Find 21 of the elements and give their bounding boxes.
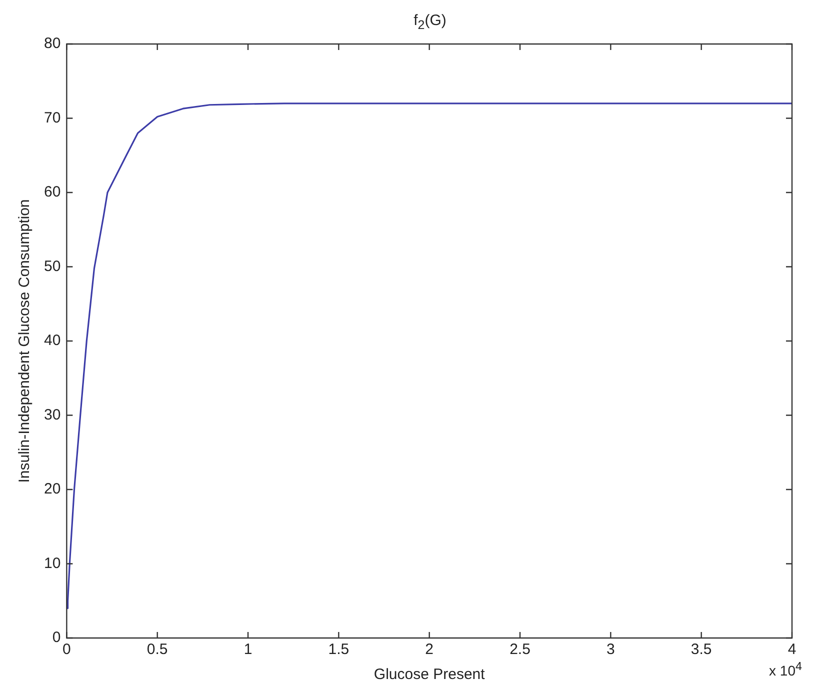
x-tick-label: 3 (606, 641, 615, 658)
y-tick-label: 70 (44, 109, 61, 126)
y-tick-label: 20 (44, 480, 61, 498)
x-tick-label: 1.5 (328, 641, 350, 658)
x-axis-title: Glucose Present (374, 666, 486, 684)
x-tick-label: 1 (244, 641, 252, 658)
y-axis-title: Insulin-Independent Glucose Consumption (16, 199, 34, 483)
x-tick-label: 4 (788, 641, 796, 658)
y-tick-label: 30 (44, 406, 61, 424)
x-tick-label: 2 (425, 641, 434, 658)
x-tick-label: 3.5 (690, 641, 712, 658)
text: x 10$^{4}$ (769, 660, 802, 679)
y-tick-label: 60 (44, 184, 61, 201)
y-tick-label: 10 (44, 554, 61, 572)
x-tick-label: 2.5 (510, 641, 530, 658)
x-tick-label: 0.5 (146, 641, 168, 658)
y-tick-label: 50 (44, 258, 61, 275)
y-tick-label: 0 (52, 629, 61, 646)
chart-title: f$_{2}$(G) (412, 12, 448, 32)
y-tick-label: 80 (44, 35, 61, 52)
y-tick-label: 40 (44, 332, 61, 350)
